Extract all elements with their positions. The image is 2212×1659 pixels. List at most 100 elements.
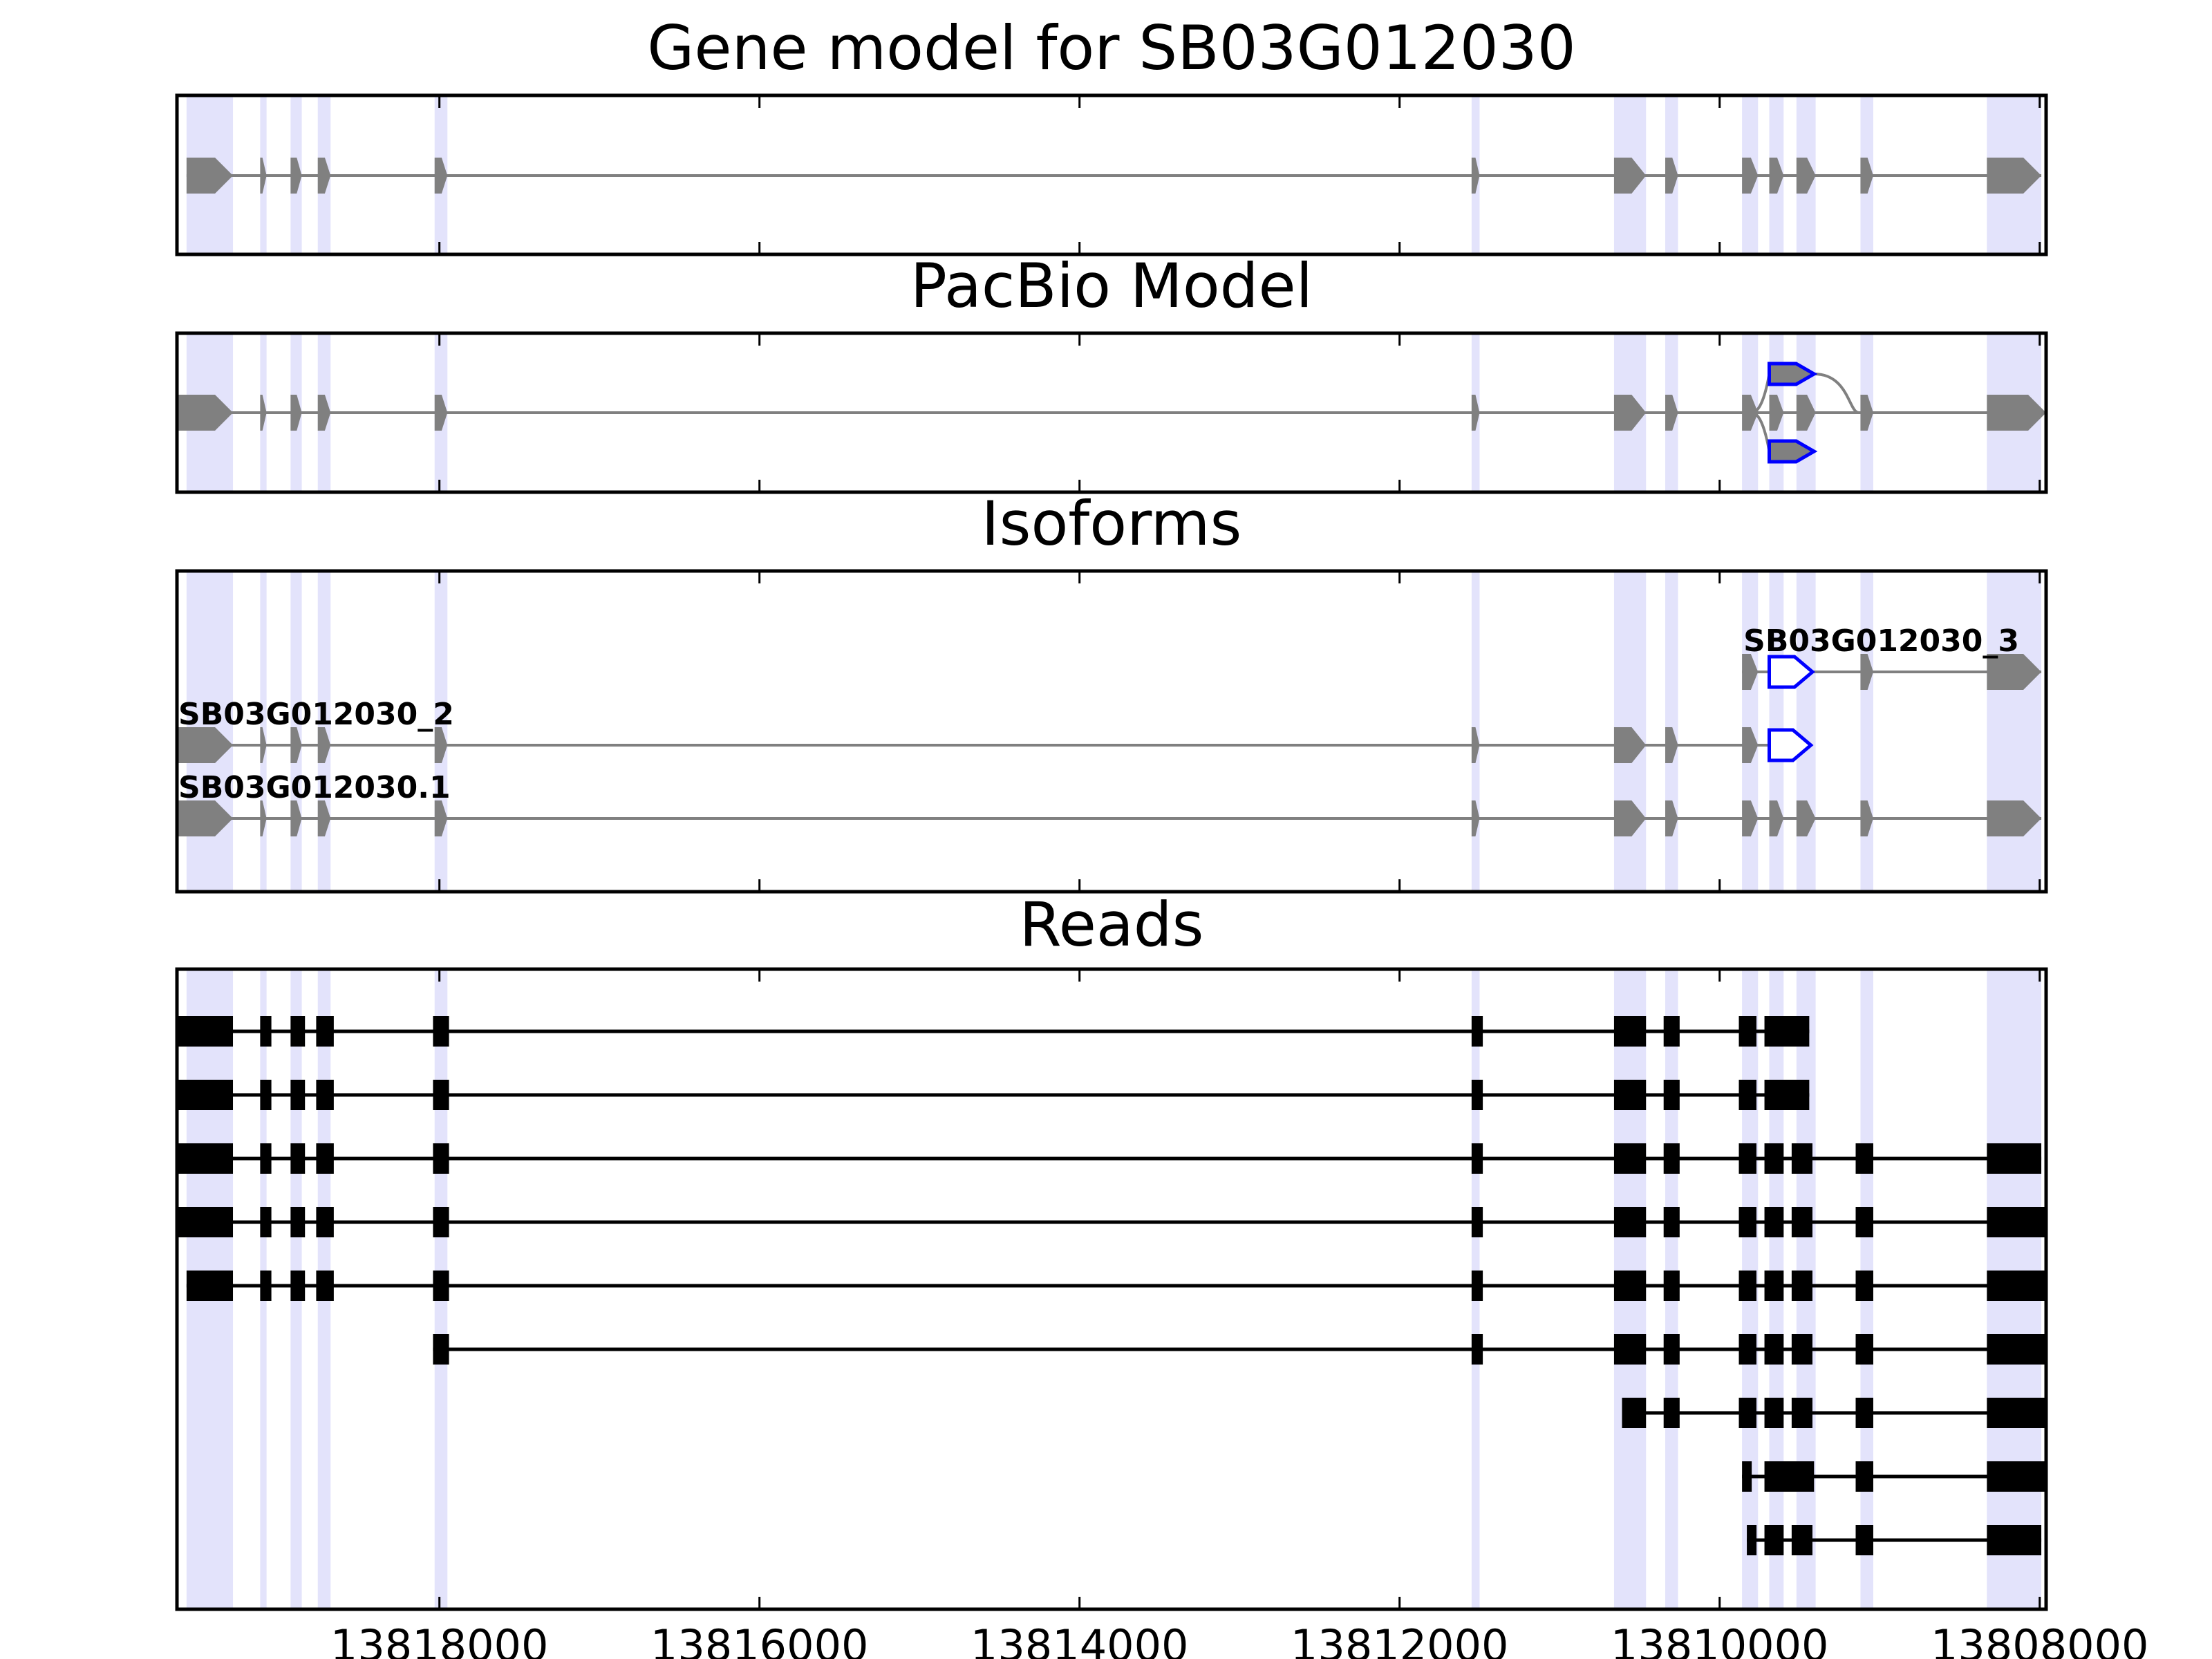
exon xyxy=(177,395,234,431)
read-exon-block xyxy=(1613,1271,1647,1301)
exon xyxy=(177,800,234,836)
read-exon-block xyxy=(1791,1271,1812,1301)
read-7 xyxy=(1742,1461,2045,1492)
read-exon-block xyxy=(1742,1461,1752,1492)
read-exon-block xyxy=(1987,1461,2045,1492)
read-exon-block xyxy=(290,1080,306,1110)
read-exon-block xyxy=(290,1016,306,1047)
exon xyxy=(260,395,267,431)
exon xyxy=(1471,158,1480,194)
read-exon-block xyxy=(1764,1016,1810,1047)
read-exon-block xyxy=(1471,1207,1483,1237)
x-tick-label: 13810000 xyxy=(1611,1620,1829,1659)
read-exon-block xyxy=(260,1016,272,1047)
read-exon-block xyxy=(177,1143,234,1174)
exon xyxy=(1769,395,1784,431)
read-6 xyxy=(1622,1398,2046,1428)
panel-title: Reads xyxy=(1020,889,1204,960)
exon xyxy=(1742,158,1759,194)
x-tick-label: 13808000 xyxy=(1931,1620,2149,1659)
read-exon-block xyxy=(1791,1207,1812,1237)
panel-title: Gene model for SB03G012030 xyxy=(647,12,1576,84)
read-exon-block xyxy=(1855,1334,1873,1365)
alt-exon xyxy=(1767,439,1818,464)
read-exon-block xyxy=(1663,1334,1680,1365)
read-exon-block xyxy=(316,1207,334,1237)
read-exon-block xyxy=(1471,1271,1483,1301)
exon xyxy=(290,800,302,836)
read-exon-block xyxy=(1738,1080,1756,1110)
exon xyxy=(1860,654,1873,690)
exon xyxy=(1987,800,2042,836)
isoform-label: SB03G012030_3 xyxy=(1743,624,2019,659)
isoform-label: SB03G012030.1 xyxy=(178,770,451,805)
exon xyxy=(317,800,331,836)
panel-0: Gene model for SB03G012030 xyxy=(175,12,2048,256)
exon xyxy=(1471,800,1480,836)
exon xyxy=(434,158,448,194)
read-exon-block xyxy=(1471,1334,1483,1365)
exon xyxy=(434,727,448,763)
read-4 xyxy=(186,1271,2046,1301)
x-ticks: 13818000 13816000 13814000 13812000 13810000… xyxy=(330,969,2149,1659)
panel-title: PacBio Model xyxy=(910,250,1313,321)
read-exon-block xyxy=(1663,1207,1680,1237)
read-exon-block xyxy=(177,1016,234,1047)
track-2: SB03G012030.1 xyxy=(177,770,2042,836)
read-exon-block xyxy=(290,1143,306,1174)
x-tick-label: 13818000 xyxy=(330,1620,549,1659)
alt-exon xyxy=(1767,362,1818,386)
read-exon-block xyxy=(1738,1016,1756,1047)
exon xyxy=(1665,800,1678,836)
read-exon-block xyxy=(433,1271,449,1301)
exon xyxy=(1471,727,1480,763)
read-exon-block xyxy=(433,1143,449,1174)
read-exon-block xyxy=(290,1271,306,1301)
exon xyxy=(290,395,302,431)
read-exon-block xyxy=(1791,1334,1812,1365)
read-exon-block xyxy=(1663,1016,1680,1047)
exon xyxy=(317,158,331,194)
read-exon-block xyxy=(1764,1143,1784,1174)
read-2 xyxy=(177,1143,2042,1174)
read-exon-block xyxy=(1613,1143,1647,1174)
read-exon-block xyxy=(316,1143,334,1174)
branch-connector xyxy=(1814,373,1859,414)
exon xyxy=(290,158,302,194)
read-exon-block xyxy=(1791,1525,1812,1555)
alt-branches xyxy=(1751,362,1859,464)
x-tick-label: 13812000 xyxy=(1291,1620,1509,1659)
x-tick-label: 13816000 xyxy=(650,1620,869,1659)
read-exon-block xyxy=(1471,1016,1483,1047)
exon xyxy=(1742,654,1759,690)
axes-frame xyxy=(175,967,2048,1611)
x-ticks xyxy=(438,333,2041,492)
read-exon-block xyxy=(316,1271,334,1301)
read-exon-block xyxy=(1764,1525,1784,1555)
exon xyxy=(1742,727,1759,763)
axes-frame xyxy=(175,331,2048,494)
read-exon-block xyxy=(1855,1461,1873,1492)
read-exon-block xyxy=(1987,1207,2046,1237)
axes-frame xyxy=(175,93,2048,256)
read-exon-block xyxy=(1738,1334,1756,1365)
read-exon-block xyxy=(1622,1398,1647,1428)
read-exon-block xyxy=(1663,1398,1680,1428)
panel-1: PacBio Model xyxy=(175,250,2048,494)
read-exon-block xyxy=(260,1207,272,1237)
exon xyxy=(1860,395,1873,431)
exon xyxy=(186,158,234,194)
read-exon-block xyxy=(433,1016,449,1047)
read-exon-block xyxy=(1764,1271,1784,1301)
read-exon-block xyxy=(260,1080,272,1110)
read-exon-block xyxy=(433,1334,449,1365)
alt-exon xyxy=(1767,655,1815,689)
read-exon-block xyxy=(1471,1143,1483,1174)
read-exon-block xyxy=(260,1271,272,1301)
track-0 xyxy=(177,395,2046,431)
exon-shade-band xyxy=(1860,571,1873,892)
panel-title: Isoforms xyxy=(982,488,1242,559)
read-exon-block xyxy=(1791,1143,1812,1174)
read-exon-block xyxy=(177,1207,234,1237)
exon xyxy=(1613,158,1647,194)
